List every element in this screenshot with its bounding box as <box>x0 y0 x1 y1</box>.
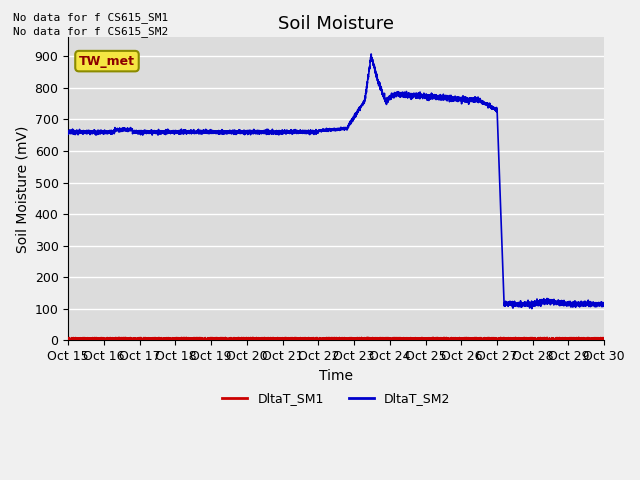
Y-axis label: Soil Moisture (mV): Soil Moisture (mV) <box>15 125 29 252</box>
Text: No data for f CS615_SM1: No data for f CS615_SM1 <box>13 12 168 23</box>
Legend: DltaT_SM1, DltaT_SM2: DltaT_SM1, DltaT_SM2 <box>218 387 455 410</box>
X-axis label: Time: Time <box>319 369 353 383</box>
Title: Soil Moisture: Soil Moisture <box>278 15 394 33</box>
Text: TW_met: TW_met <box>79 55 135 68</box>
Text: No data for f CS615_SM2: No data for f CS615_SM2 <box>13 26 168 37</box>
